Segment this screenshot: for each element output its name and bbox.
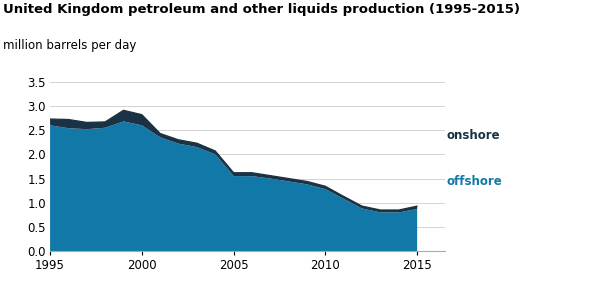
- Text: onshore: onshore: [446, 129, 500, 142]
- Text: million barrels per day: million barrels per day: [3, 39, 136, 53]
- Text: United Kingdom petroleum and other liquids production (1995-2015): United Kingdom petroleum and other liqui…: [3, 3, 520, 16]
- Text: offshore: offshore: [446, 175, 502, 187]
